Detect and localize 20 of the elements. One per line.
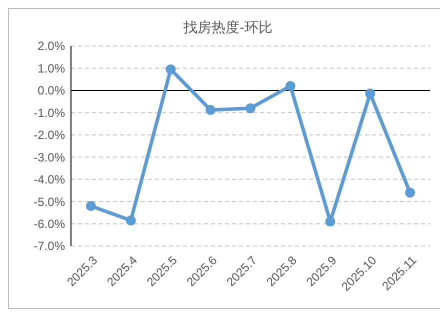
point bbox=[166, 64, 176, 74]
point bbox=[206, 105, 216, 115]
y-tick-label: 2.0% bbox=[38, 39, 66, 54]
point bbox=[246, 103, 256, 114]
y-tick-label: -6.0% bbox=[34, 216, 66, 231]
point bbox=[126, 215, 136, 226]
point bbox=[405, 188, 416, 198]
y-tick-label: -4.0% bbox=[34, 172, 66, 187]
chart-title: 找房热度-环比 bbox=[182, 19, 272, 35]
point bbox=[365, 88, 376, 99]
y-tick-label: -3.0% bbox=[34, 150, 66, 164]
y-tick-label: -1.0% bbox=[34, 106, 66, 120]
y-tick-label: -7.0% bbox=[34, 239, 66, 254]
point bbox=[325, 216, 336, 227]
y-tick-label: 1.0% bbox=[38, 61, 66, 76]
y-tick-label: 0.0% bbox=[38, 84, 66, 98]
point bbox=[285, 81, 296, 91]
y-tick-label: -2.0% bbox=[34, 128, 66, 142]
y-tick-label: -5.0% bbox=[34, 194, 66, 209]
point bbox=[86, 201, 96, 211]
